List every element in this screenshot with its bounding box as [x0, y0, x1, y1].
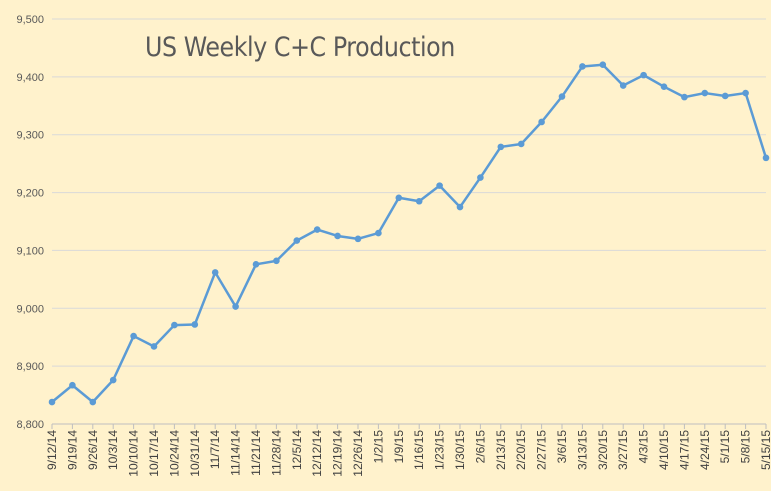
- x-tick-label: 11/14/14: [229, 430, 243, 476]
- data-point: [334, 232, 341, 240]
- data-point: [497, 143, 505, 151]
- data-point: [273, 257, 280, 265]
- x-tick-label: 1/30/15: [453, 430, 467, 470]
- x-tick-label: 10/24/14: [167, 430, 181, 477]
- x-tick-label: 4/3/15: [637, 430, 651, 464]
- series-line: [51, 63, 768, 404]
- x-tick-label: 10/17/14: [147, 430, 161, 477]
- x-tick-label: 12/12/14: [310, 430, 324, 477]
- data-point: [721, 92, 729, 100]
- x-tick-label: 10/3/14: [106, 430, 120, 470]
- data-point: [436, 182, 443, 189]
- data-point: [640, 71, 647, 79]
- data-point: [762, 154, 770, 162]
- data-point: [579, 63, 586, 70]
- y-tick-label: 8,900: [16, 361, 44, 373]
- data-point: [375, 229, 382, 237]
- data-point: [456, 203, 464, 211]
- y-tick-label: 9,500: [16, 14, 44, 26]
- data-point: [538, 118, 545, 126]
- data-point: [742, 89, 749, 97]
- data-point: [599, 61, 607, 69]
- x-tick-label: 3/13/15: [575, 430, 589, 470]
- x-tick-label: 5/1/15: [718, 430, 732, 464]
- x-tick-label: 4/10/15: [657, 430, 671, 470]
- x-tick-label: 11/7/14: [208, 430, 222, 469]
- data-point: [517, 140, 525, 148]
- data-point: [171, 321, 178, 329]
- data-point: [681, 93, 688, 101]
- y-tick-label: 9,100: [16, 245, 44, 257]
- data-point: [48, 398, 56, 406]
- x-tick-label: 12/26/14: [351, 430, 365, 477]
- x-tick-label: 3/27/15: [616, 430, 630, 470]
- x-tick-label: 4/17/15: [677, 430, 691, 470]
- x-tick-label: 9/12/14: [45, 430, 59, 470]
- x-tick-label: 12/5/14: [290, 430, 304, 470]
- x-tick-label: 1/23/15: [433, 430, 447, 470]
- x-tick-label: 10/10/14: [127, 430, 141, 477]
- data-point: [313, 226, 321, 233]
- data-point: [558, 93, 566, 100]
- x-tick-label: 9/19/14: [65, 430, 79, 470]
- data-point: [660, 83, 668, 90]
- data-point: [89, 398, 97, 406]
- y-tick-label: 9,200: [16, 188, 44, 200]
- data-point: [211, 269, 219, 276]
- data-point: [619, 82, 627, 89]
- data-point: [150, 343, 158, 350]
- x-tick-label: 11/28/14: [269, 430, 283, 476]
- data-point: [109, 376, 117, 384]
- x-tick-label: 4/24/15: [698, 430, 712, 470]
- x-tick-label: 1/16/15: [412, 430, 426, 470]
- y-tick-label: 9,300: [16, 130, 44, 142]
- data-point: [191, 321, 199, 328]
- x-tick-label: 1/2/15: [371, 430, 385, 464]
- y-tick-label: 9,000: [16, 303, 44, 315]
- y-tick-label: 9,400: [16, 72, 44, 84]
- x-tick-label: 2/20/15: [514, 430, 528, 470]
- x-tick-label: 3/6/15: [555, 430, 569, 464]
- data-point: [130, 332, 137, 340]
- chart-title: US Weekly C+C Production: [145, 32, 455, 63]
- x-tick-label: 1/9/15: [392, 430, 406, 464]
- x-tick-label: 10/31/14: [188, 430, 202, 477]
- x-tick-label: 5/15/15: [759, 430, 771, 470]
- data-point: [354, 235, 362, 243]
- x-tick-label: 5/8/15: [739, 430, 753, 464]
- x-tick-label: 9/26/14: [86, 430, 100, 470]
- x-tick-label: 3/20/15: [596, 430, 610, 470]
- x-tick-label: 2/13/15: [494, 430, 508, 470]
- x-tick-label: 12/19/14: [331, 430, 345, 477]
- data-point: [395, 194, 403, 202]
- data-point: [232, 303, 239, 310]
- x-tick-label: 11/21/14: [249, 430, 263, 476]
- data-point: [252, 261, 260, 268]
- x-tick-label: 2/27/15: [535, 430, 549, 470]
- data-point: [69, 381, 76, 389]
- data-point: [477, 174, 484, 181]
- data-point: [415, 197, 423, 205]
- x-tick-label: 2/6/15: [473, 430, 487, 464]
- data-point: [701, 89, 709, 97]
- y-tick-label: 8,800: [16, 419, 44, 431]
- data-point: [293, 237, 301, 244]
